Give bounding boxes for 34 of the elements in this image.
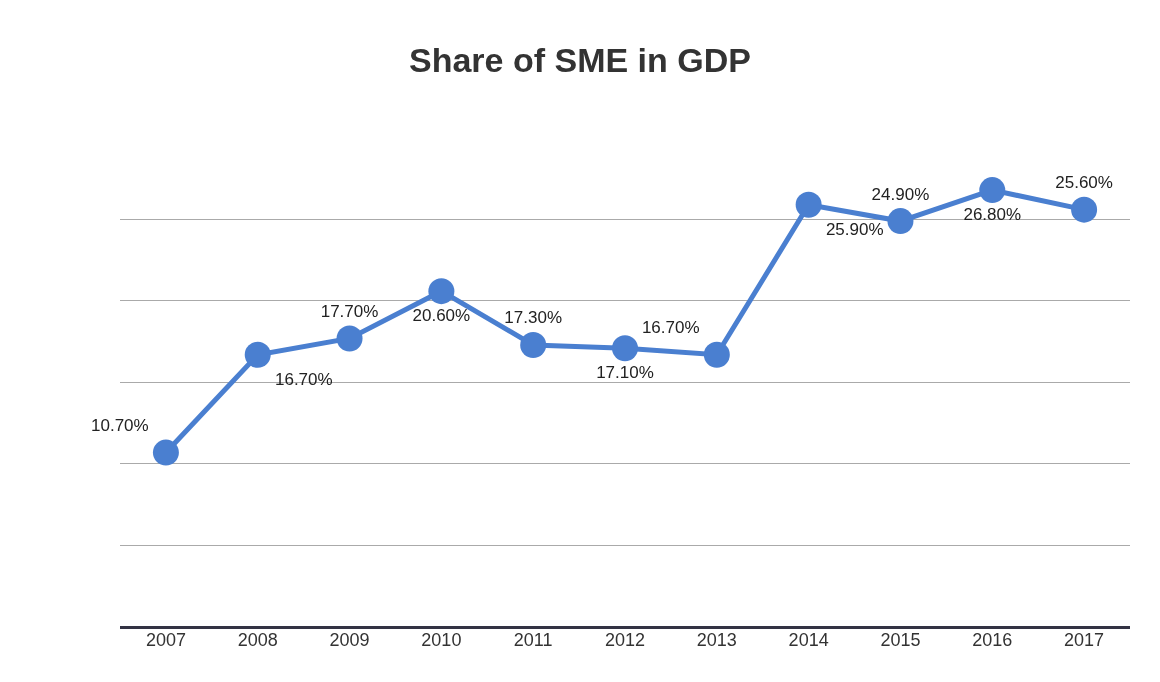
point [152, 439, 179, 466]
data-label: 17.70% [320, 301, 379, 321]
x-tick-label: 2009 [329, 630, 370, 650]
point [1071, 196, 1098, 223]
x-tick-label: 2011 [513, 630, 553, 650]
point [428, 278, 455, 305]
data-label: 26.80% [963, 205, 1022, 225]
x-tick-label: 2015 [880, 630, 921, 650]
data-label: 16.70% [274, 369, 333, 389]
point [979, 177, 1006, 204]
data-label: 20.60% [412, 306, 471, 326]
x-tick-label: 2017 [1064, 630, 1105, 650]
x-tick-label: 2013 [696, 630, 737, 650]
data-label: 25.90% [825, 219, 884, 239]
point [336, 325, 363, 352]
x-tick-label: 2007 [145, 630, 186, 650]
data-label: 24.90% [871, 184, 930, 204]
data-label: 16.70% [641, 318, 700, 338]
point [244, 341, 271, 368]
point [520, 331, 547, 358]
x-tick-label: 2016 [972, 630, 1013, 650]
x-tick-label: 2010 [421, 630, 462, 650]
point [887, 208, 914, 235]
point [703, 341, 730, 368]
data-label: 10.70% [90, 416, 149, 436]
x-tick-label: 2008 [237, 630, 278, 650]
chart-title: Share of SME in GDP [409, 40, 751, 79]
data-label: 17.10% [596, 363, 654, 383]
x-tick-label: 2012 [604, 630, 646, 650]
data-label: 17.30% [504, 308, 563, 328]
point [612, 335, 638, 362]
x-tick-label: 2014 [788, 630, 829, 650]
data-label: 25.60% [1055, 173, 1113, 193]
point [795, 191, 822, 218]
